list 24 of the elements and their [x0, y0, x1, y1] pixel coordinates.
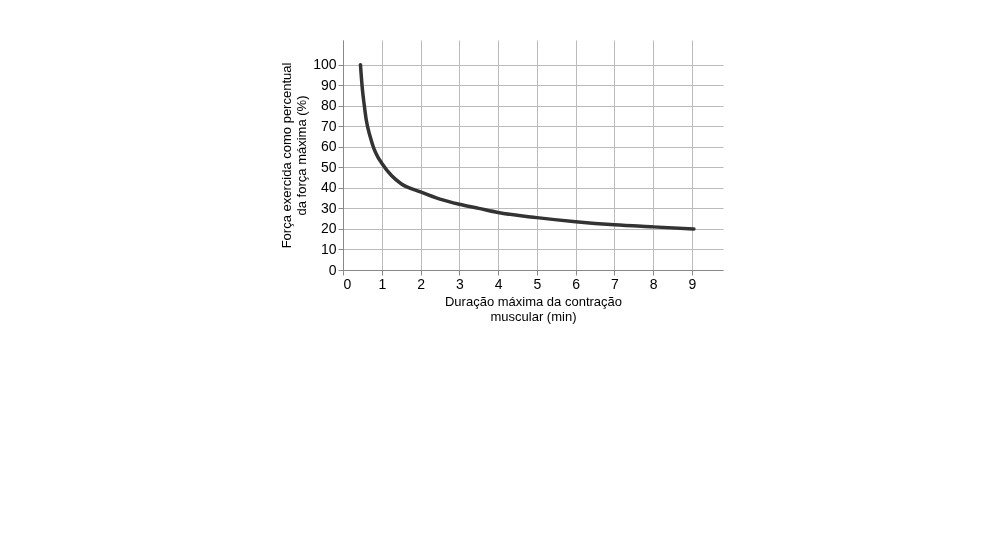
y-tick-label: 20 [320, 220, 337, 237]
x-tick-label: 0 [343, 275, 352, 292]
x-tick-label: 4 [494, 275, 503, 292]
x-tick-label: 8 [649, 275, 658, 292]
x-tick-label: 2 [417, 275, 426, 292]
x-tick-label: 1 [378, 275, 387, 292]
y-tick-label: 70 [320, 117, 337, 134]
y-tick-label: 0 [328, 261, 337, 278]
y-tick-label: 40 [320, 179, 337, 196]
y-tick-label: 10 [320, 240, 337, 257]
y-tick-label: 100 [313, 56, 337, 73]
y-tick-label: 90 [320, 76, 337, 93]
y-tick-label: 30 [320, 199, 337, 216]
x-tick-label: 9 [688, 275, 697, 292]
x-tick-label: 3 [455, 275, 464, 292]
y-tick-label: 80 [320, 97, 337, 114]
x-tick-label: 6 [572, 275, 581, 292]
x-tick-label: 7 [611, 275, 620, 292]
y-tick-label: 50 [320, 158, 337, 175]
y-tick-label: 60 [320, 138, 337, 155]
line-series [358, 62, 696, 231]
x-axis-title: Duração máxima da contração muscular (min) [444, 293, 623, 324]
x-tick-label: 5 [533, 275, 542, 292]
y-axis-title: Força exercida como percentual da força máxima (%) [279, 62, 310, 249]
